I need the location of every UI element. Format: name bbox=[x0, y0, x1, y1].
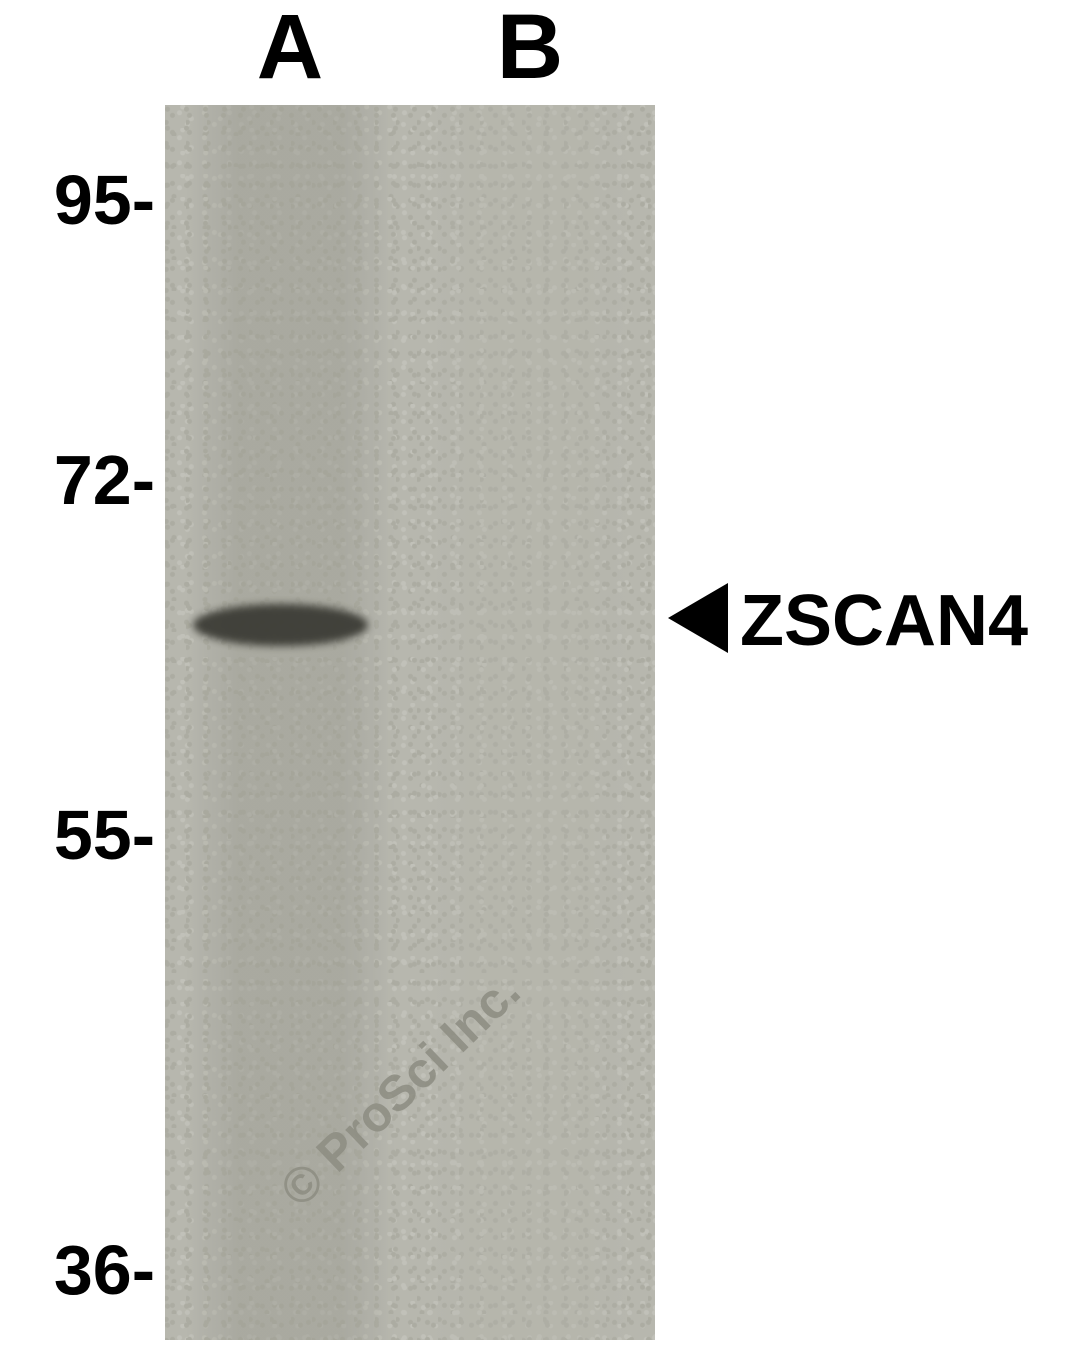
mw-marker-36: 36- bbox=[0, 1230, 155, 1310]
band-pointer-arrow bbox=[668, 583, 728, 653]
protein-band bbox=[193, 604, 368, 646]
lane-label-b: B bbox=[470, 0, 590, 100]
mw-marker-55: 55- bbox=[0, 795, 155, 875]
mw-marker-95: 95- bbox=[0, 160, 155, 240]
lane-label-a: A bbox=[230, 0, 350, 100]
lane-shade-a bbox=[185, 105, 395, 1340]
figure-canvas: © ProSci Inc. ZSCAN4 A B 95- 72- 55- 36- bbox=[0, 0, 1080, 1371]
target-protein-name: ZSCAN4 bbox=[740, 580, 1028, 662]
blot-strip: © ProSci Inc. bbox=[165, 105, 655, 1340]
mw-marker-72: 72- bbox=[0, 440, 155, 520]
lane-shade-b bbox=[425, 105, 635, 1340]
